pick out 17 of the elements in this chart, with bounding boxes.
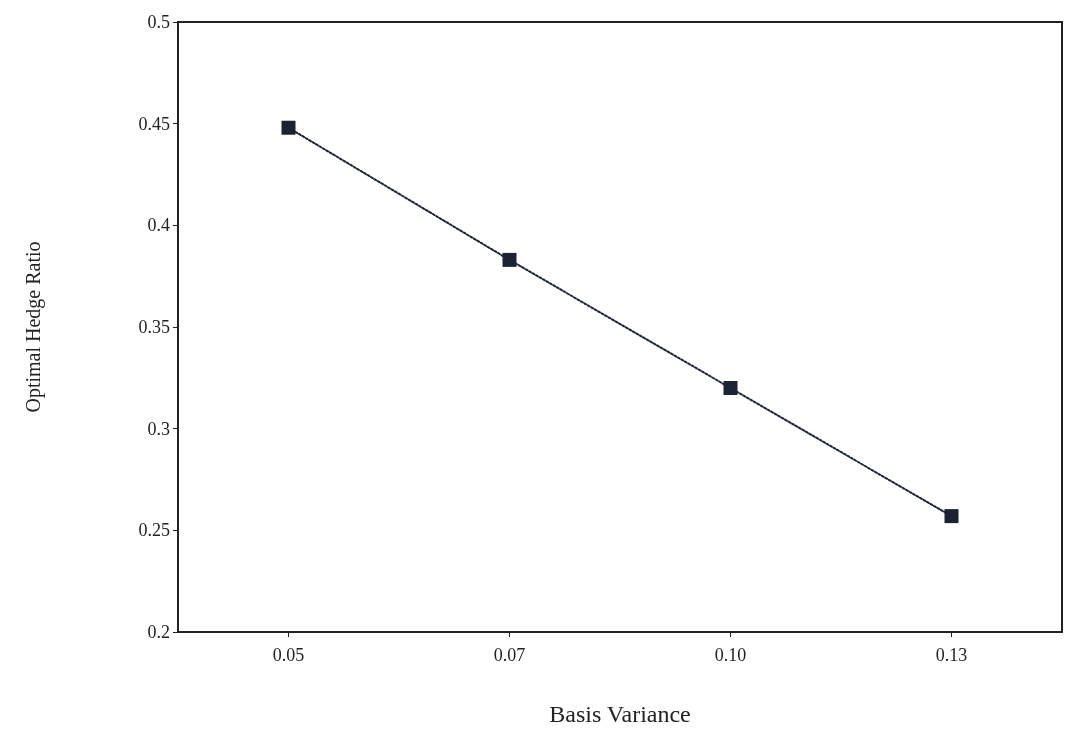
x-tick-label: 0.13	[935, 645, 968, 665]
y-tick-label: 0.45	[138, 113, 170, 134]
x-tick-label: 0.10	[714, 645, 747, 665]
y-tick-label: 0.5	[147, 12, 170, 32]
x-tick-label: 0.05	[272, 645, 305, 665]
x-axis-title: Basis Variance	[549, 701, 691, 727]
y-tick-label: 0.4	[147, 215, 170, 236]
y-tick-label: 0.35	[138, 317, 170, 337]
y-tick-label: 0.2	[147, 622, 170, 642]
y-tick-label: 0.25	[138, 520, 170, 541]
point	[281, 120, 296, 135]
point	[944, 509, 959, 524]
point	[723, 381, 738, 395]
x-tick-label: 0.07	[493, 645, 526, 665]
y-tick-label: 0.3	[147, 418, 170, 439]
y-axis-title: Optimal Hedge Ratio	[22, 241, 45, 413]
point	[502, 252, 517, 267]
